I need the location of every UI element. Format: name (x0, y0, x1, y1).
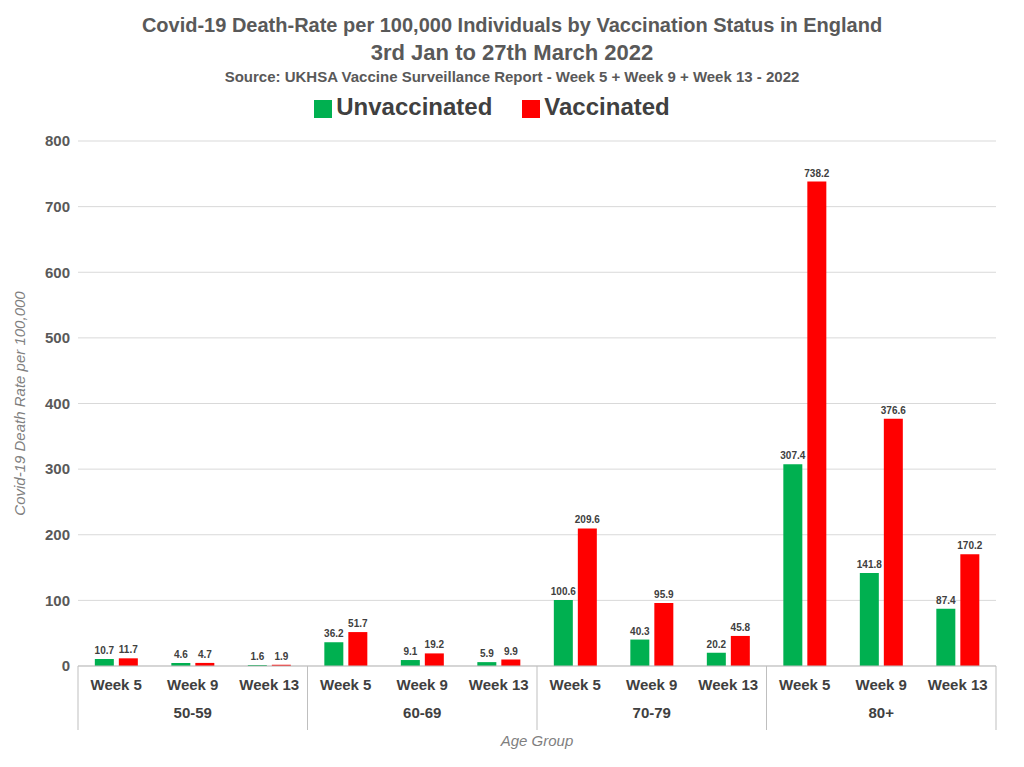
svg-text:Week 13: Week 13 (239, 676, 299, 693)
svg-text:87.4: 87.4 (936, 595, 956, 606)
svg-text:40.3: 40.3 (630, 626, 650, 637)
svg-text:209.6: 209.6 (575, 514, 600, 525)
svg-text:Week 13: Week 13 (469, 676, 529, 693)
svg-text:Covid-19 Death Rate per 100,00: Covid-19 Death Rate per 100,000 (11, 291, 28, 516)
svg-text:500: 500 (45, 329, 70, 346)
svg-text:200: 200 (45, 526, 70, 543)
svg-text:700: 700 (45, 198, 70, 215)
svg-text:400: 400 (45, 395, 70, 412)
svg-text:95.9: 95.9 (654, 589, 674, 600)
html-text:Unvaccinated: Unvaccinated (336, 93, 493, 120)
svg-text:Week 5: Week 5 (91, 676, 142, 693)
html-text:Covid-19 Death-Rate per 100,00: Covid-19 Death-Rate per 100,000 Individu… (141, 14, 883, 36)
svg-text:170.2: 170.2 (957, 540, 982, 551)
svg-text:100: 100 (45, 592, 70, 609)
svg-text:Week 9: Week 9 (856, 676, 907, 693)
svg-text:70-79: 70-79 (633, 704, 671, 721)
html-text:3rd Jan to 27th March 2022: 3rd Jan to 27th March 2022 (370, 40, 654, 65)
html-text:Source: UKHSA Vaccine Surveill: Source: UKHSA Vaccine Surveillance Repor… (224, 68, 800, 85)
svg-text:Week 5: Week 5 (550, 676, 601, 693)
svg-text:60-69: 60-69 (403, 704, 441, 721)
svg-text:45.8: 45.8 (731, 622, 751, 633)
svg-text:4.6: 4.6 (174, 649, 188, 660)
svg-text:Week 5: Week 5 (320, 676, 371, 693)
svg-text:50-59: 50-59 (174, 704, 212, 721)
svg-text:600: 600 (45, 264, 70, 281)
svg-text:51.7: 51.7 (348, 618, 368, 629)
svg-text:20.2: 20.2 (707, 639, 727, 650)
svg-text:11.7: 11.7 (119, 644, 138, 655)
svg-text:1.9: 1.9 (274, 651, 288, 662)
svg-text:Week 5: Week 5 (779, 676, 830, 693)
svg-text:9.9: 9.9 (504, 646, 518, 657)
svg-text:307.4: 307.4 (780, 450, 805, 461)
svg-text:80+: 80+ (869, 704, 895, 721)
svg-text:800: 800 (45, 132, 70, 149)
svg-text:Week 9: Week 9 (397, 676, 448, 693)
svg-text:9.1: 9.1 (403, 646, 417, 657)
html-text:Vaccinated: Vaccinated (544, 93, 670, 120)
svg-text:0: 0 (62, 657, 70, 674)
svg-text:141.8: 141.8 (857, 559, 882, 570)
svg-text:1.6: 1.6 (250, 651, 264, 662)
svg-text:19.2: 19.2 (425, 639, 445, 650)
svg-text:100.6: 100.6 (551, 586, 576, 597)
svg-text:5.9: 5.9 (480, 648, 494, 659)
svg-text:Week 9: Week 9 (626, 676, 677, 693)
svg-text:Week 13: Week 13 (928, 676, 988, 693)
svg-text:738.2: 738.2 (804, 168, 829, 179)
svg-text:10.7: 10.7 (95, 645, 115, 656)
svg-text:376.6: 376.6 (881, 405, 906, 416)
svg-text:300: 300 (45, 460, 70, 477)
svg-text:36.2: 36.2 (324, 628, 344, 639)
svg-text:Week 9: Week 9 (167, 676, 218, 693)
svg-text:Week 13: Week 13 (698, 676, 758, 693)
svg-text:Age Group: Age Group (500, 732, 574, 749)
svg-text:4.7: 4.7 (198, 649, 212, 660)
